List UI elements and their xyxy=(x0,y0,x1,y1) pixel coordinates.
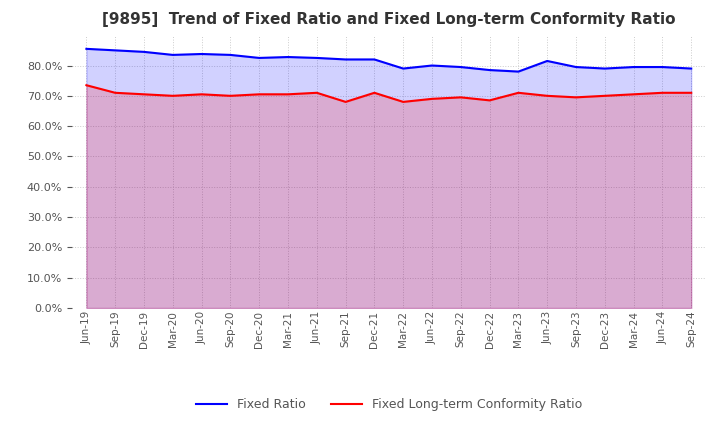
Fixed Ratio xyxy=(370,57,379,62)
Fixed Long-term Conformity Ratio xyxy=(168,93,177,99)
Fixed Ratio xyxy=(514,69,523,74)
Fixed Long-term Conformity Ratio xyxy=(658,90,667,95)
Fixed Long-term Conformity Ratio xyxy=(341,99,350,105)
Fixed Ratio xyxy=(428,63,436,68)
Fixed Long-term Conformity Ratio xyxy=(600,93,609,99)
Fixed Long-term Conformity Ratio xyxy=(197,92,206,97)
Fixed Ratio xyxy=(168,52,177,58)
Fixed Long-term Conformity Ratio xyxy=(255,92,264,97)
Fixed Long-term Conformity Ratio xyxy=(687,90,696,95)
Fixed Ratio xyxy=(658,64,667,70)
Fixed Long-term Conformity Ratio xyxy=(543,93,552,99)
Fixed Ratio xyxy=(312,55,321,61)
Fixed Long-term Conformity Ratio xyxy=(312,90,321,95)
Fixed Ratio xyxy=(226,52,235,58)
Fixed Long-term Conformity Ratio xyxy=(140,92,148,97)
Fixed Ratio xyxy=(255,55,264,61)
Fixed Long-term Conformity Ratio xyxy=(514,90,523,95)
Fixed Ratio xyxy=(543,59,552,64)
Fixed Ratio xyxy=(399,66,408,71)
Fixed Ratio xyxy=(600,66,609,71)
Fixed Long-term Conformity Ratio xyxy=(629,92,638,97)
Fixed Ratio xyxy=(456,64,465,70)
Fixed Ratio xyxy=(82,46,91,51)
Title: [9895]  Trend of Fixed Ratio and Fixed Long-term Conformity Ratio: [9895] Trend of Fixed Ratio and Fixed Lo… xyxy=(102,12,675,27)
Fixed Ratio xyxy=(629,64,638,70)
Fixed Long-term Conformity Ratio xyxy=(111,90,120,95)
Line: Fixed Ratio: Fixed Ratio xyxy=(86,49,691,72)
Fixed Ratio xyxy=(140,49,148,55)
Fixed Ratio xyxy=(197,51,206,57)
Line: Fixed Long-term Conformity Ratio: Fixed Long-term Conformity Ratio xyxy=(86,85,691,102)
Fixed Long-term Conformity Ratio xyxy=(82,83,91,88)
Legend: Fixed Ratio, Fixed Long-term Conformity Ratio: Fixed Ratio, Fixed Long-term Conformity … xyxy=(191,393,587,416)
Fixed Ratio xyxy=(111,48,120,53)
Fixed Ratio xyxy=(687,66,696,71)
Fixed Long-term Conformity Ratio xyxy=(284,92,292,97)
Fixed Ratio xyxy=(572,64,580,70)
Fixed Ratio xyxy=(485,67,494,73)
Fixed Ratio xyxy=(341,57,350,62)
Fixed Ratio xyxy=(284,55,292,60)
Fixed Long-term Conformity Ratio xyxy=(226,93,235,99)
Fixed Long-term Conformity Ratio xyxy=(370,90,379,95)
Fixed Long-term Conformity Ratio xyxy=(572,95,580,100)
Fixed Long-term Conformity Ratio xyxy=(456,95,465,100)
Fixed Long-term Conformity Ratio xyxy=(428,96,436,102)
Fixed Long-term Conformity Ratio xyxy=(485,98,494,103)
Fixed Long-term Conformity Ratio xyxy=(399,99,408,105)
